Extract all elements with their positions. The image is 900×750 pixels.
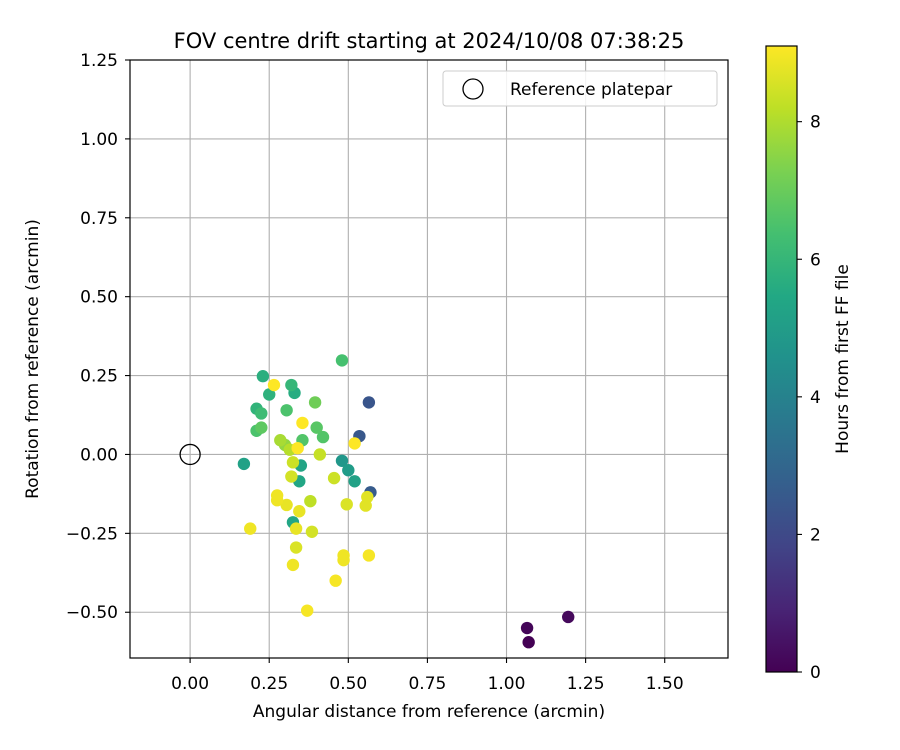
data-point [237, 457, 251, 471]
data-point [335, 354, 349, 367]
x-axis-label: Angular distance from reference (arcmin) [253, 702, 605, 722]
data-point [362, 549, 376, 562]
colorbar-frame [765, 45, 798, 673]
data-point [329, 574, 342, 587]
data-point [520, 621, 534, 635]
data-point [286, 558, 300, 572]
data-point [327, 471, 341, 485]
data-point [361, 490, 374, 504]
y-tick-label: 0.25 [80, 367, 118, 387]
x-tick-label: 0.25 [250, 674, 288, 694]
x-tick-label: 1.25 [567, 674, 605, 694]
y-axis-ticks: 1.25 1.00 0.75 0.50 0.25 0.00 −0.25 −0.50 [66, 51, 130, 623]
x-tick-label: 1.00 [488, 674, 526, 694]
colorbar-label: Hours from first FF file [833, 264, 853, 454]
y-gridlines [130, 59, 728, 613]
data-point [256, 369, 270, 383]
data-point [289, 541, 303, 554]
x-axis-ticks: 0.00 0.25 0.50 0.75 1.00 1.25 1.50 [171, 658, 684, 694]
data-point [335, 454, 349, 467]
colorbar-tick-label: 0 [810, 663, 821, 683]
x-tick-label: 0.75 [408, 674, 446, 694]
data-point [304, 494, 317, 508]
y-tick-label: 0.50 [80, 288, 118, 308]
data-point [362, 396, 376, 409]
colorbar-tick-label: 6 [810, 250, 821, 270]
reference-platepar-marker [179, 443, 201, 466]
x-tick-label: 0.50 [329, 674, 367, 694]
data-point [267, 378, 281, 392]
colorbar-tick-label: 4 [810, 388, 821, 408]
data-point [340, 498, 353, 511]
y-tick-label: 1.25 [80, 51, 118, 71]
data-point [342, 464, 355, 477]
data-point [316, 430, 330, 444]
legend-marker-open-circle [462, 78, 484, 100]
data-point [293, 505, 306, 518]
data-point [280, 498, 293, 512]
data-point [562, 610, 575, 624]
data-point [255, 407, 268, 420]
data-point [296, 416, 309, 430]
x-gridlines [189, 60, 666, 658]
y-tick-label: 0.00 [80, 445, 118, 465]
plot-frame [129, 59, 729, 659]
data-point [255, 421, 268, 434]
data-point [270, 489, 284, 502]
data-points [237, 354, 575, 649]
x-tick-label: 0.00 [171, 674, 209, 694]
y-tick-label: −0.50 [66, 603, 118, 623]
data-point [263, 388, 276, 401]
y-tick-label: 0.75 [80, 209, 118, 229]
colorbar-gradient [766, 46, 797, 672]
data-point [300, 604, 314, 617]
plot-background [130, 60, 728, 658]
chart-title: FOV centre drift starting at 2024/10/08 … [174, 29, 685, 53]
data-point [289, 522, 303, 535]
data-point [310, 421, 323, 434]
data-point [274, 434, 287, 447]
colorbar-tick-label: 2 [810, 525, 821, 545]
data-point [305, 525, 319, 538]
legend-label: Reference platepar [510, 80, 672, 100]
legend-box [442, 70, 718, 107]
colorbar-tick-label: 8 [810, 113, 821, 133]
y-tick-label: −0.25 [66, 524, 118, 544]
data-point [280, 404, 293, 417]
colorbar-ticks: 0 2 4 6 8 [797, 113, 821, 683]
y-tick-label: 1.00 [80, 130, 118, 150]
data-point [308, 396, 322, 409]
data-point [522, 636, 535, 649]
data-point [286, 456, 300, 469]
plot-area [129, 59, 729, 659]
data-point [285, 470, 298, 483]
data-point [291, 441, 304, 455]
data-point [348, 475, 361, 488]
y-axis-label: Rotation from reference (arcmin) [23, 219, 43, 499]
data-point [313, 448, 327, 461]
data-point [244, 522, 257, 535]
data-point [285, 378, 298, 392]
data-point [337, 553, 350, 567]
legend: Reference platepar [442, 70, 718, 107]
x-tick-label: 1.50 [646, 674, 684, 694]
data-point [348, 437, 361, 450]
colorbar: 0 2 4 6 8 Hours from first FF file [765, 45, 853, 683]
